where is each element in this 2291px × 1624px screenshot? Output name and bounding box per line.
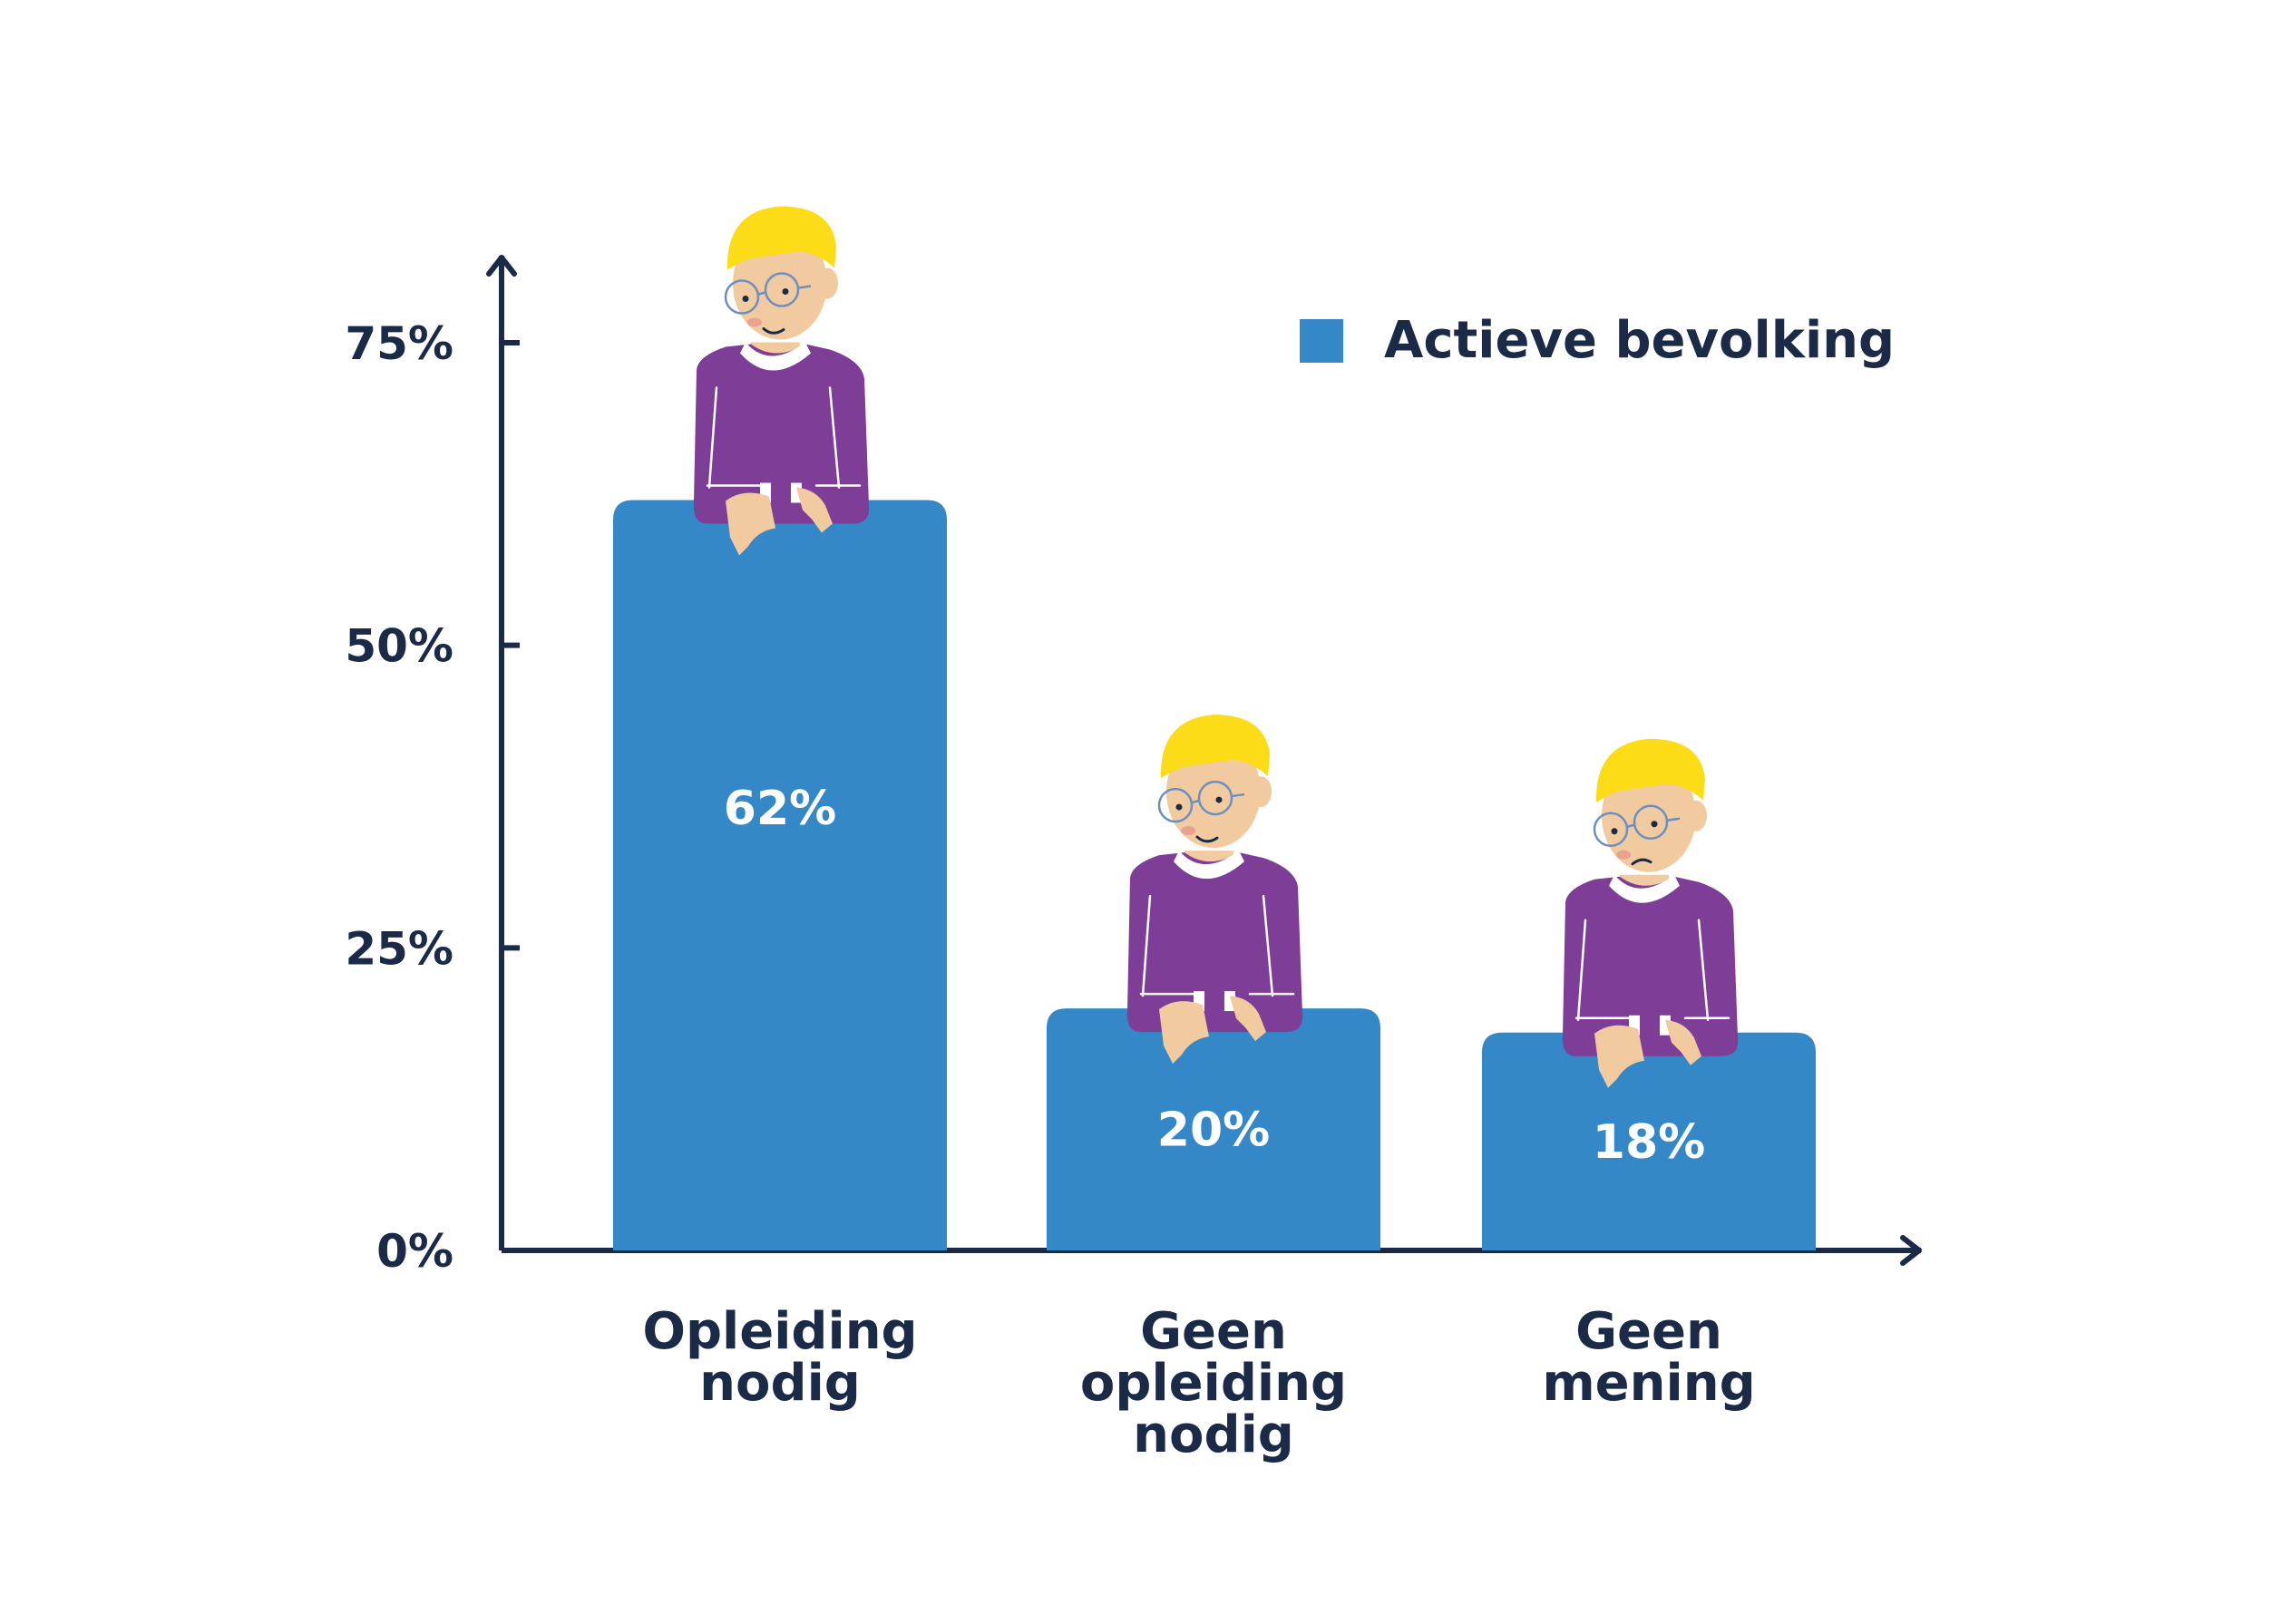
person-icon	[1126, 715, 1303, 1065]
bar	[1047, 1008, 1380, 1250]
x-category-label: Geen mening	[1542, 1302, 1755, 1413]
x-category-label: Opleiding nodig	[642, 1302, 917, 1413]
legend-swatch	[1300, 319, 1343, 363]
bar	[613, 500, 947, 1250]
figures	[693, 206, 1739, 1088]
y-tick-label: 0%	[376, 1225, 453, 1278]
legend-label: Actieve bevolking	[1384, 311, 1895, 370]
bar-value-label: 62%	[724, 782, 836, 836]
x-category-label: Geen opleiding nodig	[1080, 1302, 1347, 1464]
person-icon	[693, 206, 870, 556]
legend: Actieve bevolking	[1300, 311, 1895, 370]
y-tick-label: 75%	[345, 317, 453, 370]
bar-value-label: 20%	[1157, 1104, 1270, 1158]
bar-value-label: 18%	[1593, 1115, 1705, 1170]
x-axis-arrow	[1900, 1235, 1922, 1266]
y-tick-label: 25%	[345, 922, 453, 975]
labels: 62% Opleiding nodig 20% Geen opleiding nodig 18…	[642, 782, 1755, 1464]
person-icon	[1562, 738, 1739, 1088]
y-axis-arrow	[486, 255, 517, 277]
y-tick-label: 50%	[345, 620, 453, 673]
y-ticks: 0% 25% 50% 75%	[345, 317, 520, 1278]
bars	[613, 500, 1816, 1250]
bar	[1482, 1032, 1816, 1250]
